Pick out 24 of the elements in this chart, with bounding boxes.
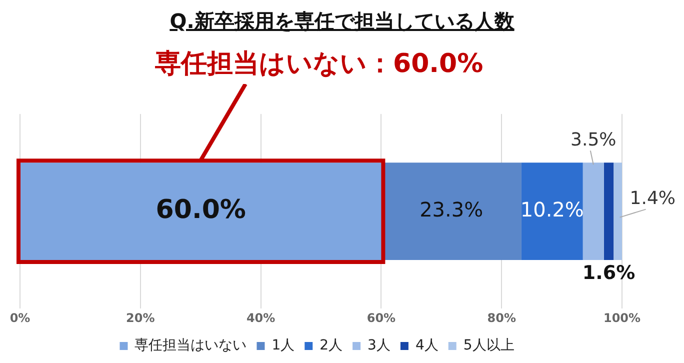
x-tick-label: 100% xyxy=(603,310,641,325)
bar xyxy=(614,162,622,260)
x-tick-label: 20% xyxy=(126,310,155,325)
bar xyxy=(521,162,583,260)
bar xyxy=(582,162,604,260)
data-label: 1.6% xyxy=(582,262,636,284)
data-label: 60.0% xyxy=(156,195,246,226)
chart-title: Q.新卒採用を専任で担当している人数 xyxy=(168,8,516,35)
legend-label: 1人 xyxy=(272,338,295,354)
legend-label: 3人 xyxy=(368,338,390,354)
legend-label: 4人 xyxy=(415,338,438,354)
legend-label: 2人 xyxy=(320,338,343,354)
legend-label: 5人以上 xyxy=(463,338,514,354)
data-label: 3.5% xyxy=(570,129,616,150)
data-label: 1.4% xyxy=(630,188,676,209)
text: 専任担当はいない：60.0% xyxy=(155,49,484,79)
x-tick-label: 0% xyxy=(10,310,30,325)
x-tick-label: 60% xyxy=(366,310,396,325)
bar xyxy=(604,162,614,260)
data-label: 10.2% xyxy=(520,198,584,222)
legend-label: 専任担当はいない xyxy=(134,338,247,354)
data-label: 23.3% xyxy=(420,198,484,222)
x-tick-label: 40% xyxy=(246,310,276,325)
x-tick-label: 80% xyxy=(487,310,516,325)
